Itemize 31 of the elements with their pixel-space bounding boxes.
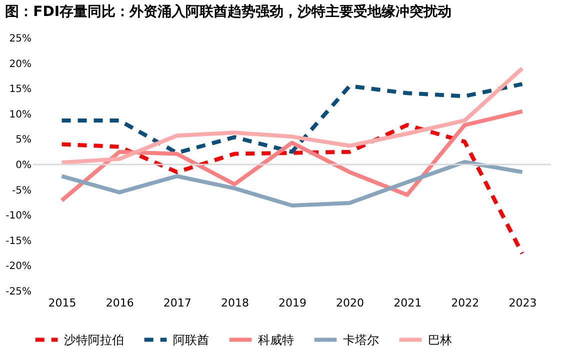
x-tick-label: 2020 [336, 296, 364, 310]
x-tick-label: 2018 [220, 296, 249, 310]
y-tick-label: 20% [9, 58, 32, 70]
x-tick-label: 2021 [394, 296, 422, 310]
y-tick-label: 15% [9, 84, 32, 96]
legend-label: 卡塔尔 [343, 332, 379, 347]
y-tick-label: -10% [6, 210, 32, 222]
y-tick-label: -25% [6, 286, 32, 298]
x-tick-label: 2015 [48, 296, 76, 310]
y-tick-label: -15% [6, 236, 32, 247]
x-tick-label: 2019 [278, 296, 306, 310]
legend-label: 阿联酋 [173, 332, 209, 347]
legend-label: 科威特 [258, 332, 294, 347]
y-tick-label: 5% [16, 134, 32, 146]
y-tick-label: 25% [9, 34, 32, 44]
y-tick-label: -20% [6, 261, 32, 272]
legend-label: 沙特阿拉伯 [64, 332, 124, 347]
legend-label: 巴林 [428, 332, 452, 347]
y-tick-label: -5% [12, 185, 32, 196]
x-tick-label: 2022 [451, 296, 480, 310]
line-series [60, 160, 524, 208]
line-series [60, 109, 524, 202]
chart-title: 图：FDI存量同比：外资涌入阿联酋趋势强劲，沙特主要受地缘冲突扰动 [5, 3, 452, 20]
x-tick-label: 2016 [106, 296, 134, 310]
line-series [60, 82, 524, 155]
y-tick-label: 0% [16, 160, 32, 171]
line-series [60, 66, 524, 164]
x-tick-label: 2017 [163, 296, 192, 310]
x-tick-label: 2023 [508, 296, 537, 310]
line-series [60, 123, 524, 256]
y-tick-label: 10% [9, 109, 32, 120]
